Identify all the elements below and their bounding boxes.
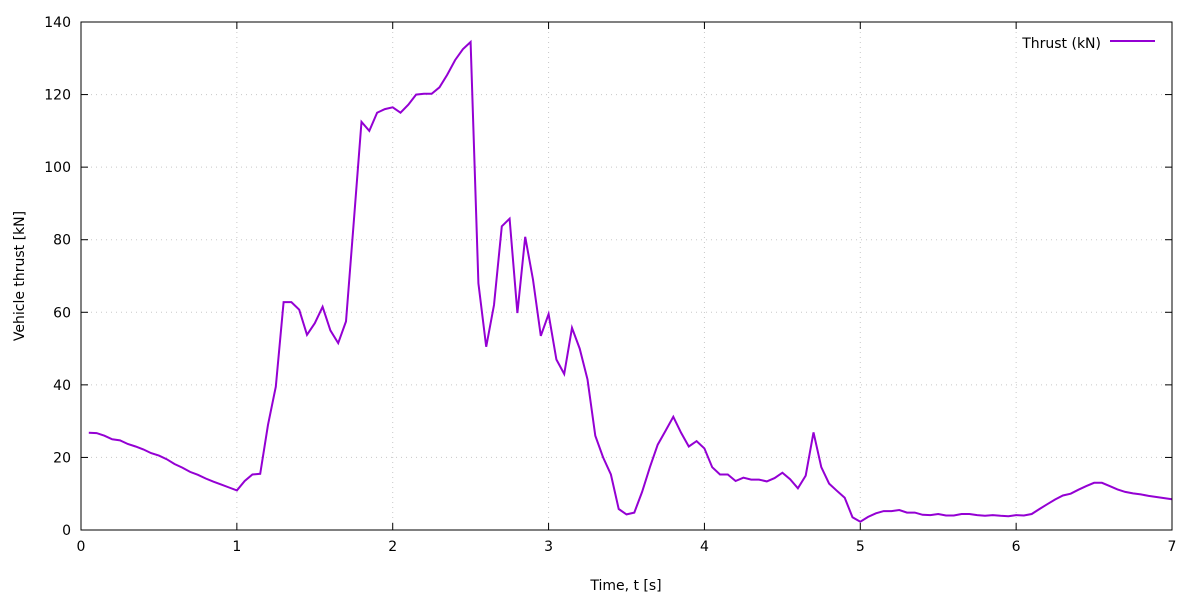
grid	[81, 22, 1172, 530]
x-tick-label: 3	[544, 539, 553, 555]
x-tick-label: 4	[700, 539, 709, 555]
x-tick-label: 2	[388, 539, 397, 555]
y-axis-label: Vehicle thrust [kN]	[12, 211, 28, 341]
y-tick-label: 140	[44, 15, 71, 31]
x-tick-label: 0	[77, 539, 86, 555]
y-tick-label: 60	[53, 305, 71, 321]
y-tick-label: 20	[53, 450, 71, 466]
plot-area	[88, 39, 1173, 523]
legend-label: Thrust (kN)	[1021, 36, 1101, 52]
plot-border	[80, 21, 1173, 531]
y-tick-label: 80	[53, 233, 71, 249]
thrust-series-line	[88, 39, 1173, 523]
x-tick-label: 7	[1168, 539, 1177, 555]
y-tick-label: 100	[44, 160, 71, 176]
y-tick-label: 0	[62, 523, 71, 539]
x-tick-label: 1	[232, 539, 241, 555]
y-tick-label: 40	[53, 378, 71, 394]
legend: Thrust (kN)	[1021, 36, 1155, 52]
ticks: 0 1 2 3 4 5 6 7 0 20 40 60 80 100 120 140	[44, 15, 1176, 555]
x-tick-label: 6	[1012, 539, 1021, 555]
y-tick-label: 120	[44, 88, 71, 104]
x-axis-label: Time, t [s]	[589, 578, 661, 594]
x-tick-label: 5	[856, 539, 865, 555]
